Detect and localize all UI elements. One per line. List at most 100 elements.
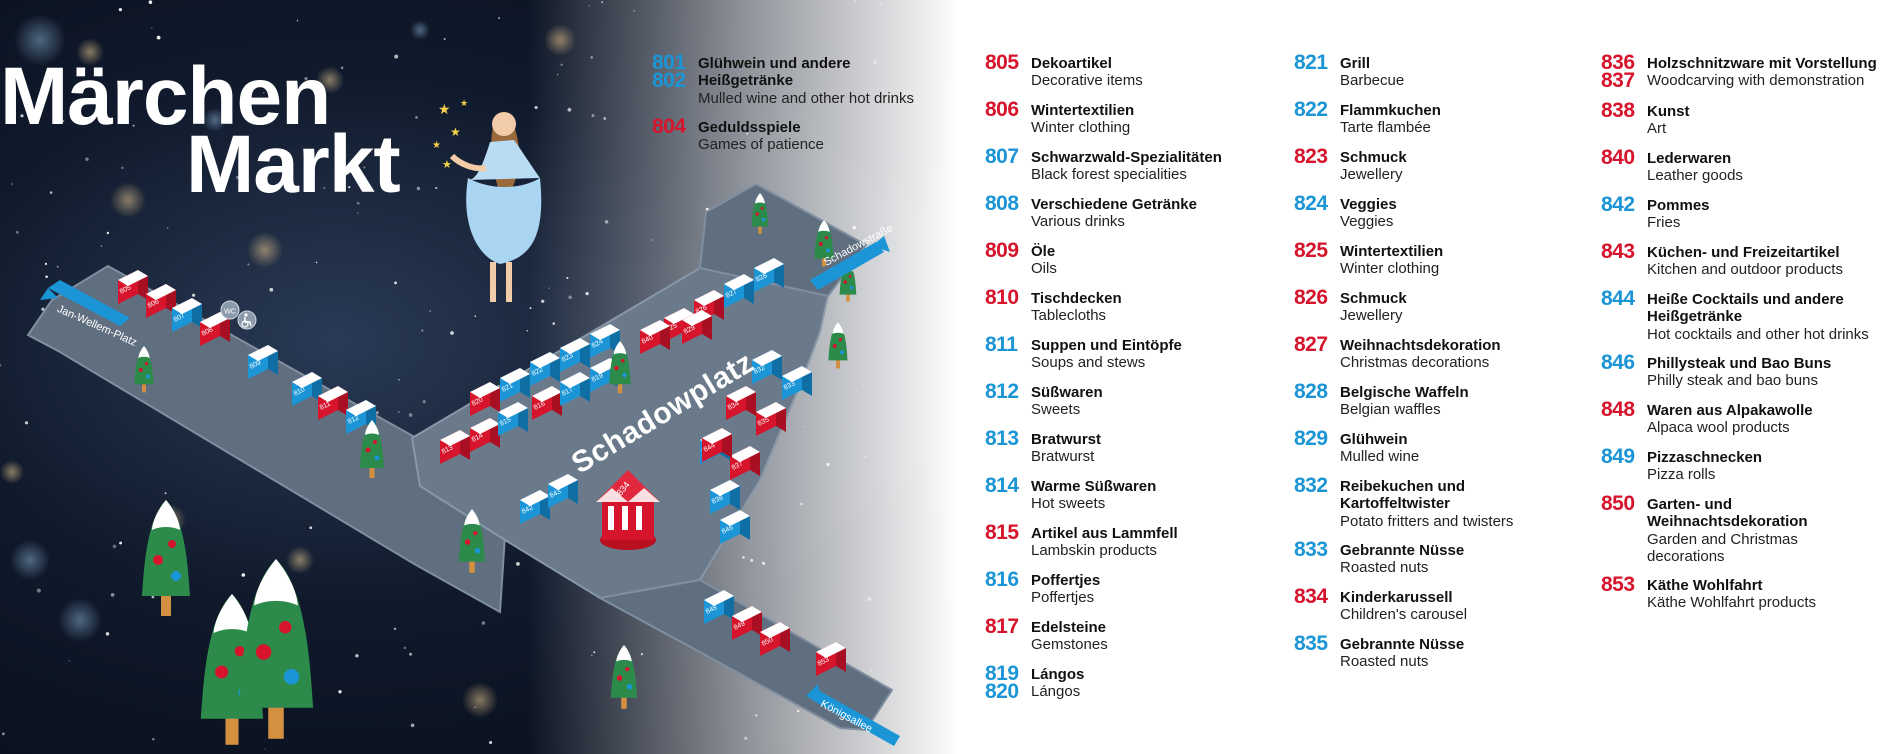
legend-german-label: Öle [1031,243,1056,260]
arrow-jan-wellem [40,280,130,326]
stall-number: 806 [985,98,1019,121]
stall-number: 828 [1294,380,1328,403]
snowflake [106,231,110,235]
christmas-tree-icon [360,420,384,478]
legend-english-label: Black forest specialities [1031,166,1187,184]
market-stall-icon: 827 [724,274,754,308]
legend-german-label: Waren aus Alpakawolle [1647,402,1813,419]
legend-english-label: Tarte flambée [1340,119,1431,137]
legend-english-label: Sweets [1031,401,1081,419]
snowflake [585,291,589,296]
svg-text:810: 810 [293,386,307,398]
snowflake [421,329,424,332]
snowflake [566,276,569,280]
svg-text:808: 808 [201,326,215,338]
svg-text:812: 812 [347,414,361,426]
snowflake [121,166,124,170]
market-stall-icon: 842 [520,490,550,524]
market-stall-icon: 850 [760,622,790,656]
snowflake [867,597,872,601]
legend-german-label: Verschiedene Getränke [1031,196,1197,213]
snowflake [603,117,607,120]
snowflake [568,295,572,300]
stall-number: 802 [652,69,686,92]
legend-german-label: Schmuck [1340,149,1407,166]
svg-text:813: 813 [441,444,455,456]
stall-number: 827 [1294,333,1328,356]
legend-english-label: Philly steak and bao buns [1647,372,1818,390]
stall-number: 807 [985,145,1019,168]
svg-text:848: 848 [705,604,719,616]
snowflake [49,191,53,194]
legend-english-label: Fries [1647,214,1681,232]
snowflake [870,669,873,672]
snowflake [167,227,169,229]
snowflake [429,310,431,312]
legend-english-label: Winter clothing [1340,260,1440,278]
market-stall-icon: 807 [172,298,202,332]
market-stall-icon: 821 [500,368,530,402]
legend-german-label: Lederwaren [1647,150,1732,167]
stall-number: 842 [1601,193,1635,216]
snowflake [236,175,240,180]
stall-number: 810 [985,286,1019,309]
svg-text:811: 811 [319,400,332,411]
stall-number: 801 [652,51,686,74]
legend-german-label: Warme Süßwaren [1031,478,1157,495]
snowflake [552,322,555,325]
snowflake [247,263,250,266]
legend-english-label: Veggies [1340,213,1394,231]
snowflake [590,654,593,657]
snowflake [852,225,857,230]
bokeh-light [462,682,498,718]
snowflake [797,709,800,713]
legend-english-label: Hot cocktails and other hot drinks [1647,325,1869,343]
map-title-line-2: Markt [186,119,401,210]
legend-german-label: Heiße Cocktails und andere Heißgetränke [1647,291,1844,326]
snowflake [435,186,438,190]
legend-english-label: Soups and stews [1031,354,1146,372]
snowflake [1,732,5,736]
snowflake [803,425,806,428]
stall-number: 820 [985,680,1019,703]
snowflake [873,60,877,64]
snowflake [315,261,318,264]
snowflake [450,331,454,335]
market-stall-icon: 811 [318,386,348,420]
stall-number: 809 [985,239,1019,262]
bokeh-light [286,546,314,574]
legend-german-label: Veggies [1340,196,1397,213]
bokeh-light [76,38,104,66]
svg-text:★: ★ [460,99,468,109]
legend-german-label: Reibekuchen und Kartoffeltwister [1340,478,1466,513]
snowflake [750,558,754,562]
legend-english-label: Pizza rolls [1647,466,1716,484]
snowflake [41,307,45,311]
legend-german-label: Glühwein [1340,431,1408,448]
snowflake [132,124,135,127]
snowflake [800,502,803,506]
market-stall-icon: 853 [816,642,846,676]
snowflake [415,116,418,119]
stall-number: 816 [985,568,1019,591]
legend-german-label: Lángos [1031,666,1085,683]
snowflake [534,105,538,110]
snowflake [36,588,41,593]
legend-english-label: Winter clothing [1031,119,1131,137]
market-stall-icon: 849 [732,606,762,640]
arrow-schadowstrasse [810,236,890,290]
snowflake [755,714,758,717]
snowflake [658,119,661,121]
legend-english-label: Roasted nuts [1340,653,1429,671]
legend-english-label: Jewellery [1340,307,1403,325]
stall-number: 833 [1294,538,1328,561]
legend-english-label: Barbecue [1340,72,1405,90]
snowflake [355,654,359,658]
bokeh-light [58,598,102,642]
snowflake [24,421,29,425]
fairy-illustration: ★ ★ ★ ★ ★ [432,99,542,302]
legend-english-label: Oils [1031,260,1057,278]
market-stall-icon: 822 [530,352,560,386]
snowflake [640,653,644,656]
christmas-tree-icon [134,346,154,393]
